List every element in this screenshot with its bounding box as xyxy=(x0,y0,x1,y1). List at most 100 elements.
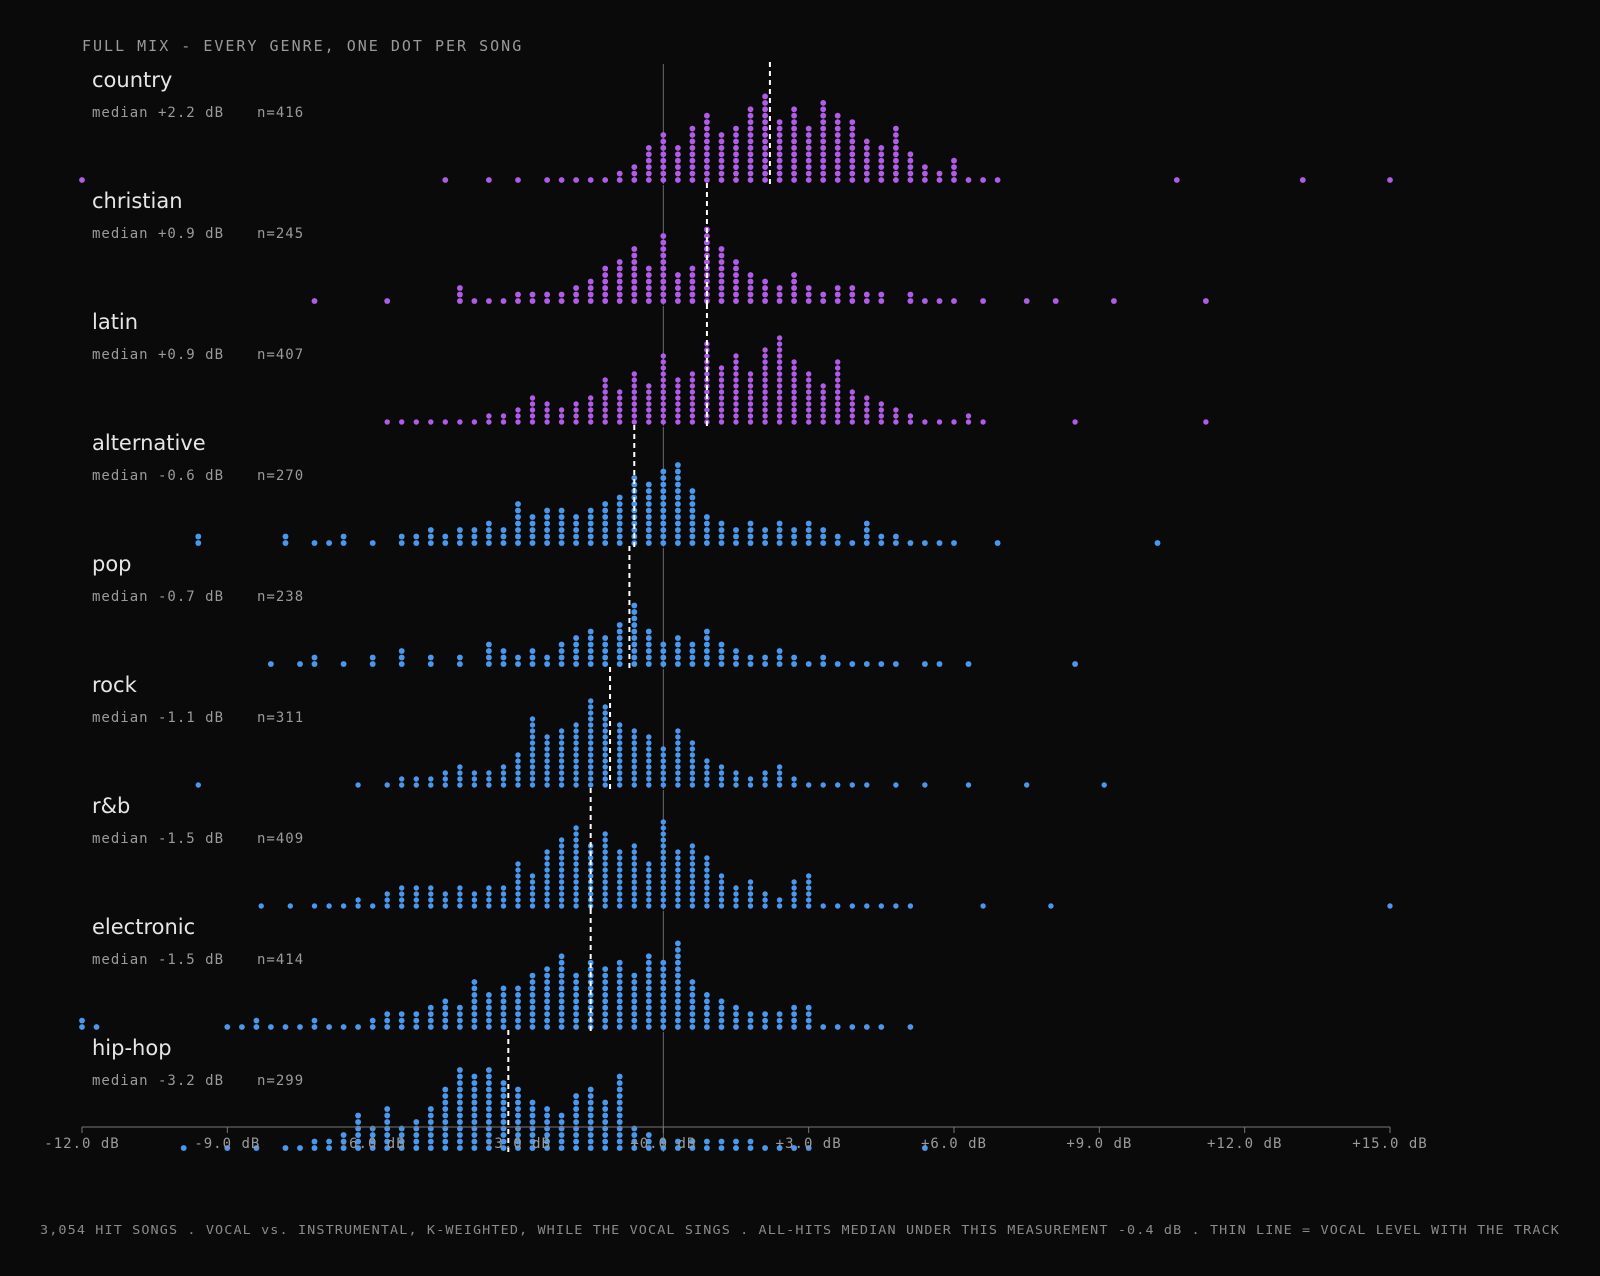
song-dot xyxy=(645,157,652,164)
song-dot xyxy=(631,776,637,782)
song-dot xyxy=(951,177,957,183)
song-dot xyxy=(515,758,521,764)
song-dot xyxy=(384,298,391,304)
song-dot xyxy=(718,879,725,885)
song-dot xyxy=(573,654,580,661)
song-dot xyxy=(617,740,623,746)
song-dot xyxy=(326,1024,332,1030)
song-dot xyxy=(573,1004,579,1011)
song-dot xyxy=(456,540,463,546)
song-dot xyxy=(573,1106,580,1112)
song-dot xyxy=(646,419,652,425)
song-dot xyxy=(515,1093,521,1099)
song-dot xyxy=(703,514,710,520)
song-dot xyxy=(544,520,551,527)
song-dot xyxy=(863,661,870,667)
song-dot xyxy=(544,1145,551,1151)
song-dot xyxy=(631,849,637,855)
song-dot xyxy=(645,507,652,514)
song-dot xyxy=(689,879,696,885)
song-dot xyxy=(762,377,768,383)
song-dot xyxy=(573,979,579,985)
song-dot xyxy=(529,746,536,752)
song-dot xyxy=(893,145,899,151)
song-dot xyxy=(674,291,681,298)
song-dot xyxy=(588,873,594,879)
song-dot xyxy=(660,1004,667,1011)
song-dot xyxy=(588,395,594,401)
song-dot xyxy=(427,1125,434,1132)
song-dot xyxy=(718,389,725,395)
song-dot xyxy=(544,1119,551,1125)
song-dot xyxy=(617,879,623,885)
song-dot xyxy=(820,527,827,533)
song-dot xyxy=(878,170,885,177)
median-label: median +0.9 dB xyxy=(92,226,224,242)
song-dot xyxy=(863,151,870,158)
song-dot xyxy=(660,825,666,831)
song-dot xyxy=(718,764,725,770)
song-dot xyxy=(485,661,492,667)
song-dot xyxy=(471,298,478,304)
song-dot xyxy=(544,533,551,540)
song-dot xyxy=(486,1004,492,1011)
song-dot xyxy=(631,177,638,183)
song-dot xyxy=(602,891,608,897)
song-dot xyxy=(282,1024,289,1030)
song-dot xyxy=(544,897,550,903)
song-dot xyxy=(485,520,492,527)
song-dot xyxy=(456,1125,463,1132)
song-dot xyxy=(616,966,623,972)
song-dot xyxy=(485,1145,492,1151)
song-dot xyxy=(602,861,608,867)
song-dot xyxy=(834,157,841,164)
song-dot xyxy=(631,622,638,628)
count-label: n=409 xyxy=(257,831,304,847)
song-dot xyxy=(573,1017,579,1024)
song-dot xyxy=(747,164,754,170)
song-dot xyxy=(776,520,783,527)
song-dot xyxy=(747,776,754,782)
song-dot xyxy=(486,998,492,1005)
song-dot xyxy=(791,170,797,177)
song-dot xyxy=(544,514,551,520)
song-dot xyxy=(703,648,710,654)
song-dot xyxy=(762,407,768,413)
song-dot xyxy=(704,879,710,885)
song-dot xyxy=(471,527,478,533)
song-dot xyxy=(762,138,768,145)
song-dot xyxy=(878,540,885,546)
song-dot xyxy=(471,903,478,909)
song-dot xyxy=(413,776,419,782)
song-dot xyxy=(820,106,827,113)
song-dot xyxy=(413,885,419,891)
song-dot xyxy=(675,401,681,407)
song-dot xyxy=(558,507,565,514)
song-dot xyxy=(413,419,419,425)
song-dot xyxy=(834,138,841,145)
song-dot xyxy=(718,145,725,151)
song-dot xyxy=(587,648,594,654)
song-dot xyxy=(486,1017,492,1024)
song-dot xyxy=(675,383,681,389)
song-dot xyxy=(893,903,899,909)
song-dot xyxy=(544,419,550,425)
song-dot xyxy=(733,365,739,371)
song-dot xyxy=(660,157,667,164)
song-dot xyxy=(791,654,798,661)
song-dot xyxy=(587,1145,594,1151)
song-dot xyxy=(733,533,739,540)
song-dot xyxy=(791,138,797,145)
song-dot xyxy=(776,359,783,365)
song-dot xyxy=(675,734,681,740)
song-dot xyxy=(616,1132,623,1138)
song-dot xyxy=(733,371,739,377)
song-dot xyxy=(544,527,551,533)
song-dot xyxy=(762,164,768,170)
song-dot xyxy=(631,867,637,873)
song-dot xyxy=(646,740,652,746)
song-dot xyxy=(762,1017,768,1024)
song-dot xyxy=(675,972,681,979)
song-dot xyxy=(442,776,448,782)
